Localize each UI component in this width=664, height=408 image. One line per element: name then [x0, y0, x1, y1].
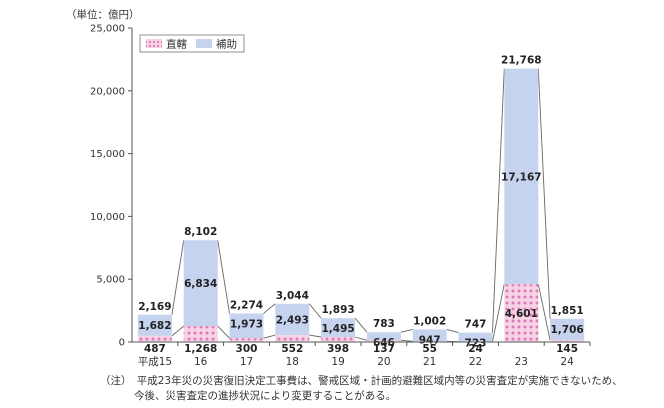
x-tick-label: 20 — [377, 356, 390, 368]
subsidy-label: 947 — [419, 334, 441, 346]
bar-direct — [550, 340, 585, 342]
bars — [137, 68, 585, 342]
total-label: 1,893 — [321, 304, 354, 316]
footnote-line-2: 今後、災害査定の進捗状況により変更することがある。 — [134, 390, 397, 402]
bar-direct — [504, 284, 539, 342]
total-label: 1,851 — [550, 305, 583, 317]
bar-subsidy — [412, 329, 447, 342]
bar-direct — [275, 335, 310, 342]
unit-label: （単位：億円） — [66, 9, 140, 21]
connector-direct — [171, 325, 184, 337]
connector-direct — [492, 284, 505, 342]
x-tick-label: 17 — [240, 356, 253, 368]
subsidy-label: 17,167 — [501, 171, 542, 183]
connector-total — [263, 303, 276, 314]
connector-direct — [263, 334, 276, 339]
connector-direct — [354, 336, 368, 341]
x-tick-label: 19 — [331, 356, 344, 368]
legend-label-subsidy: 補助 — [216, 38, 237, 51]
x-tick-label: 22 — [469, 356, 482, 368]
bar-direct — [229, 338, 264, 342]
x-tick-label: 24 — [560, 356, 574, 368]
footnote-line-1: （注） 平成23年災の災害復旧決定工事費は、警戒区域・計画的避難区域内等の災害査… — [100, 375, 623, 387]
bar-subsidy — [321, 318, 356, 338]
legend-swatch-subsidy — [196, 39, 212, 48]
bar-subsidy — [183, 240, 218, 327]
connector-total — [217, 240, 230, 314]
x-tick-label: 18 — [286, 356, 299, 368]
x-tick-label: 21 — [423, 356, 436, 368]
legend: 直轄 補助 — [139, 34, 245, 53]
y-tick-label: 10,000 — [90, 212, 125, 223]
connector-total — [537, 68, 551, 319]
direct-label: 300 — [236, 343, 258, 355]
y-axis: 0 5,000 10,000 15,000 20,000 25,000 — [90, 24, 133, 349]
subsidy-label: 6,834 — [184, 278, 217, 290]
x-tick-label: 平成15 — [138, 356, 172, 368]
subsidy-label: 1,973 — [230, 318, 263, 330]
connector-total — [308, 303, 322, 319]
connector-direct — [309, 334, 322, 338]
connector-total — [492, 68, 505, 333]
connector-direct — [400, 339, 413, 342]
legend-swatch-direct — [146, 39, 162, 48]
direct-label: 1,268 — [184, 343, 217, 355]
direct-label: 487 — [144, 343, 166, 355]
x-tick-label: 23 — [515, 356, 528, 368]
connector-lines — [171, 68, 551, 343]
bar-subsidy — [275, 303, 310, 336]
direct-label: 55 — [422, 343, 437, 355]
y-tick-label: 20,000 — [90, 86, 125, 97]
direct-label: 398 — [327, 343, 349, 355]
connector-total — [400, 328, 413, 333]
subsidy-label: 723 — [465, 338, 487, 350]
connector-total — [446, 328, 459, 334]
direct-label: 145 — [556, 343, 578, 355]
direct-label: 552 — [281, 343, 303, 355]
y-tick-label: 15,000 — [90, 149, 125, 160]
total-label: 2,274 — [230, 299, 263, 311]
bar-subsidy — [229, 313, 264, 339]
data-labels: 2,169 1,682 487 8,102 6,834 1,268 2,274 1,973 30… — [138, 55, 583, 355]
total-label: 8,102 — [184, 226, 217, 238]
bar-direct — [137, 335, 172, 342]
bar-subsidy — [458, 332, 493, 342]
bar-subsidy — [550, 318, 585, 341]
bar-direct — [366, 340, 401, 342]
total-label: 747 — [465, 319, 487, 331]
bar-direct — [321, 337, 356, 342]
direct-label: 24 — [468, 343, 483, 355]
direct-label: 137 — [373, 343, 395, 355]
connector-direct — [217, 325, 230, 339]
y-tick-label: 0 — [119, 338, 125, 349]
total-label: 1,002 — [413, 315, 446, 327]
total-label: 3,044 — [276, 290, 309, 302]
bar-subsidy — [366, 332, 401, 341]
bar-subsidy — [137, 314, 172, 336]
legend-label-direct: 直轄 — [166, 38, 187, 51]
connector-direct — [537, 284, 551, 341]
subsidy-label: 1,495 — [321, 323, 354, 335]
total-label: 783 — [373, 318, 395, 330]
total-label: 21,768 — [501, 55, 542, 67]
footnote: （注） 平成23年災の災害復旧決定工事費は、警戒区域・計画的避難区域内等の災害査… — [100, 374, 640, 404]
subsidy-label: 1,682 — [138, 320, 171, 332]
connector-total — [354, 317, 368, 333]
bar-subsidy — [504, 68, 539, 285]
bar-direct — [183, 326, 218, 342]
x-axis: 平成15 16 17 18 19 20 21 22 23 24 — [132, 341, 591, 368]
x-tick-label: 16 — [194, 356, 208, 368]
direct-label: 4,601 — [505, 308, 538, 320]
connector-total — [171, 240, 185, 315]
y-tick-label: 5,000 — [96, 275, 125, 286]
subsidy-label: 646 — [373, 337, 395, 349]
legend-box — [139, 34, 245, 53]
y-tick-label: 25,000 — [90, 24, 125, 35]
total-label: 2,169 — [138, 301, 171, 313]
subsidy-label: 1,706 — [550, 324, 583, 336]
subsidy-label: 2,493 — [276, 314, 309, 326]
